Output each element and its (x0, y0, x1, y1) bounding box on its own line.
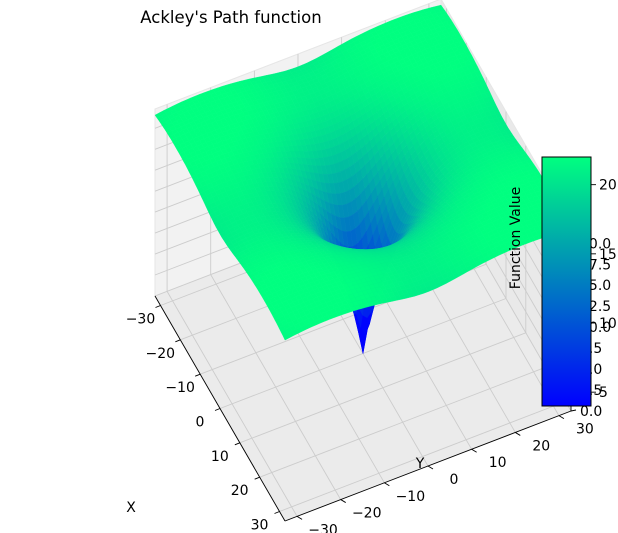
colorbar-ticks: 5 10 15 20 (591, 178, 617, 401)
y-tick-mark (558, 415, 565, 420)
y-tick-label: 30 (576, 422, 594, 438)
x-tick-mark (234, 442, 241, 446)
colorbar-tick-label: 20 (599, 178, 617, 194)
x-tick-mark (274, 511, 280, 514)
colorbar-tick-label: 15 (599, 247, 617, 263)
surface-cell (282, 333, 290, 341)
y-tick-label: 0 (450, 472, 459, 488)
y-tick-mark (340, 499, 346, 503)
colorbar-tick-label: 10 (599, 316, 617, 332)
surface-plot (154, 4, 572, 354)
x-axis-label: X (126, 500, 136, 516)
x-axis-ticks: −30 −20 −10 0 10 20 30 (126, 305, 280, 533)
y-tick-label: −20 (352, 506, 382, 522)
y-tick-mark (427, 465, 434, 470)
y-tick-label: −10 (396, 489, 426, 505)
y-tick-mark (471, 448, 477, 453)
y-tick-label: 10 (489, 455, 507, 471)
x-tick-label: −10 (165, 380, 195, 396)
y-tick-label: 20 (532, 438, 550, 454)
colorbar: 5 10 15 20 (541, 156, 617, 407)
colorbar-gradient (541, 156, 592, 407)
x-tick-label: −30 (126, 312, 156, 328)
x-tick-label: 10 (211, 449, 229, 465)
x-tick-label: 30 (251, 517, 269, 533)
y-tick-mark (296, 515, 303, 520)
x-tick-mark (175, 339, 181, 343)
y-tick-mark (515, 432, 521, 436)
y-axis-label: Y (415, 456, 425, 472)
chart-title: Ackley's Path function (140, 8, 321, 27)
colorbar-tick-label: 5 (599, 385, 608, 401)
x-tick-mark (194, 373, 201, 377)
x-tick-mark (214, 408, 221, 411)
z-tick-mark (570, 409, 577, 412)
y-tick-mark (384, 482, 390, 487)
x-tick-label: −20 (146, 346, 176, 362)
z-axis-label: Function Value (508, 187, 524, 289)
y-tick-label: −30 (308, 522, 338, 533)
y-axis-ticks: −30 −20 −10 0 10 20 30 (296, 415, 594, 533)
x-tick-mark (155, 305, 161, 308)
z-tick-label: 0.0 (580, 404, 602, 420)
x-tick-label: 20 (231, 483, 249, 499)
x-tick-mark (254, 476, 260, 480)
x-tick-label: 0 (196, 415, 205, 431)
